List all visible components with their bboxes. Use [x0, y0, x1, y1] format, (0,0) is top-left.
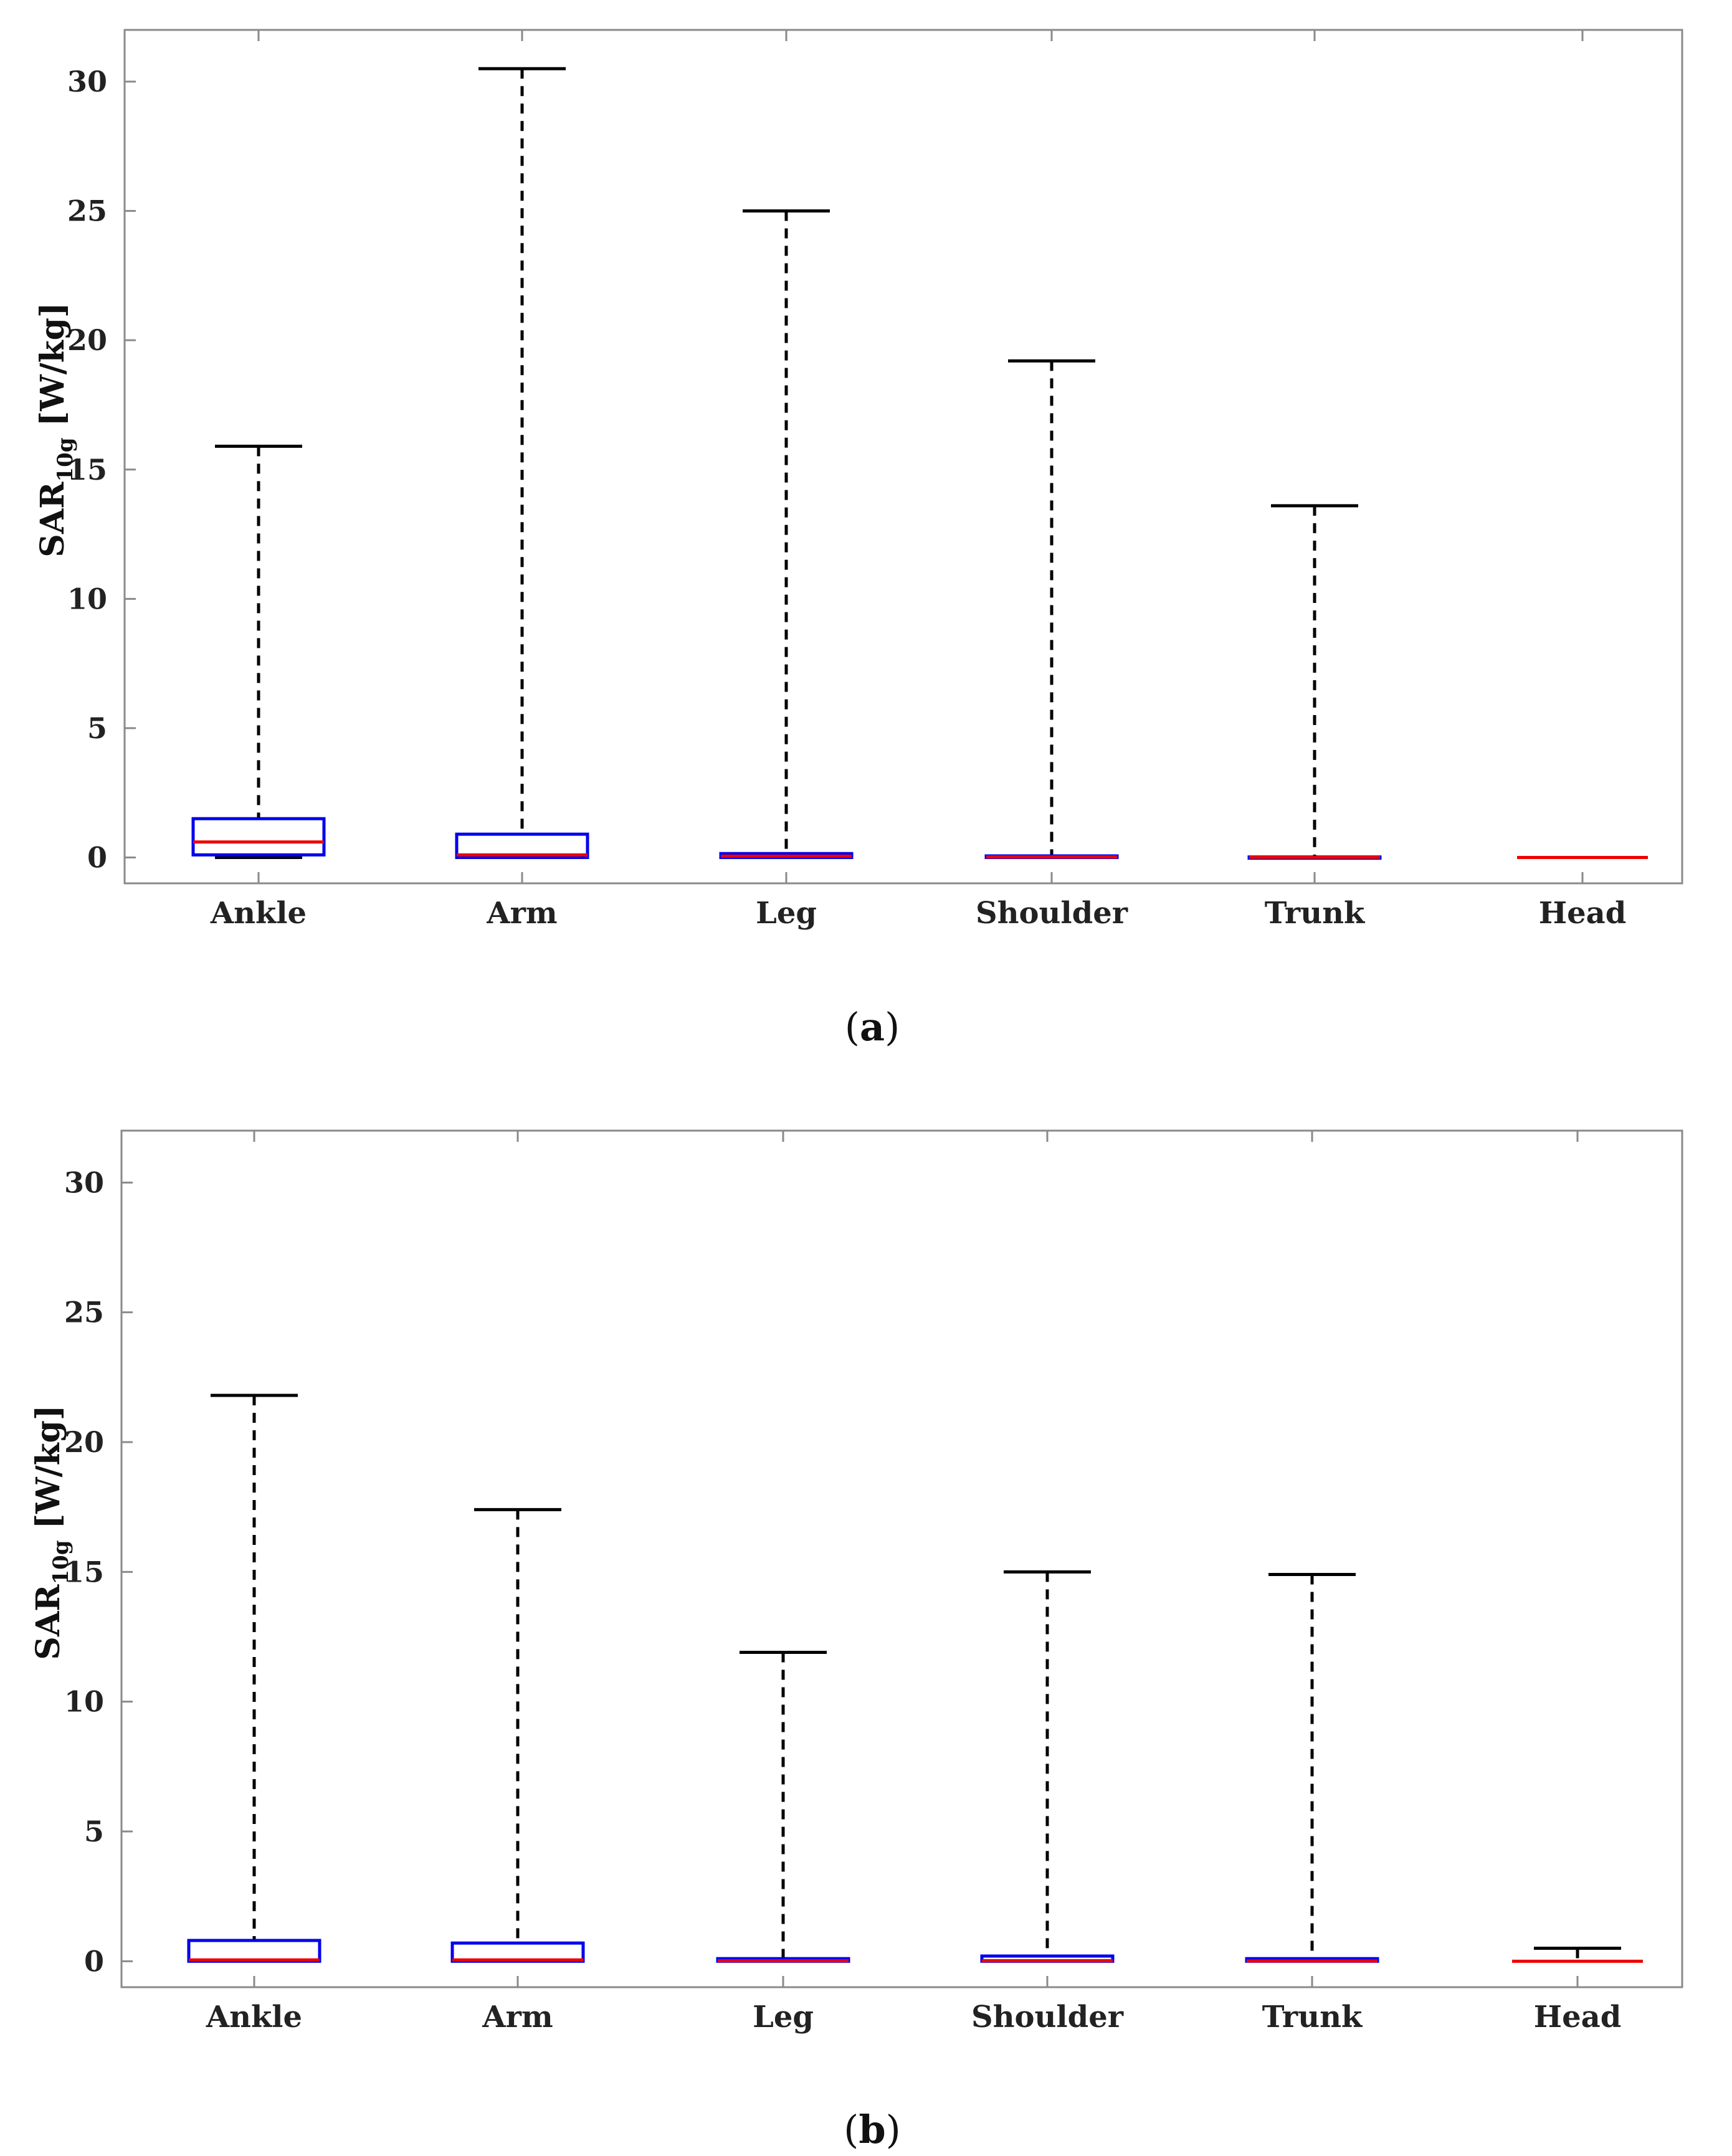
y-tick-label: 0	[87, 840, 107, 874]
y-tick-label: 20	[64, 1425, 104, 1459]
caption-close: )	[886, 2107, 901, 2152]
y-label-unit: [W/kg]	[34, 302, 72, 426]
boxplot-arm	[455, 67, 589, 859]
x-tick-label-head: Head	[1539, 896, 1627, 931]
x-tick-label-trunk: Trunk	[1265, 896, 1366, 931]
x-tick-label-ankle: Ankle	[206, 2000, 302, 2035]
boxplot-trunk	[1247, 504, 1382, 860]
x-tick-label-arm: Arm	[486, 896, 557, 931]
y-axis-label-b: SAR10g [W/kg]	[29, 1405, 74, 1660]
y-tick-label: 5	[84, 1815, 104, 1848]
x-tick-label-trunk: Trunk	[1262, 2000, 1363, 2035]
boxplot-leg	[716, 1651, 850, 1963]
y-tick-label: 15	[67, 453, 107, 487]
boxplot-ankle	[187, 1394, 321, 1963]
x-tick-label-leg: Leg	[756, 896, 817, 931]
x-tick-label-arm: Arm	[482, 2000, 553, 2035]
x-tick-labels-a: Ankle Arm Leg Shoulder Trunk Head	[210, 30, 1626, 931]
x-tick-label-head: Head	[1534, 2000, 1622, 2035]
caption-close: )	[885, 1004, 900, 1050]
iqr-box	[191, 817, 326, 857]
panel-caption-b: (b)	[844, 2107, 901, 2152]
y-tick-label: 15	[64, 1555, 104, 1589]
chart-panel-a: 0 5 10 15 20 25 30 Ankle Arm Leg Shoulder Trunk Hea…	[34, 29, 1683, 1050]
caption-letter: a	[860, 1004, 885, 1050]
boxplot-leg	[719, 209, 854, 859]
panel-caption-a: (a)	[845, 1004, 900, 1050]
y-tick-label: 0	[84, 1944, 104, 1978]
y-tick-label: 30	[67, 65, 107, 98]
y-tick-label: 30	[64, 1166, 104, 1199]
y-label-sub: 10g	[49, 1540, 74, 1584]
x-tick-label-ankle: Ankle	[210, 896, 307, 931]
boxplot-head	[1512, 1947, 1643, 1963]
box-marks-b	[187, 1394, 1643, 1963]
y-tick-label: 10	[67, 582, 107, 615]
y-axis-label-a: SAR10g [W/kg]	[34, 302, 78, 557]
y-tick-label: 25	[64, 1296, 104, 1329]
x-tick-label-leg: Leg	[753, 2000, 814, 2035]
boxplot-ankle	[191, 444, 326, 859]
y-tick-label: 25	[67, 194, 107, 228]
iqr-box	[455, 832, 589, 859]
chart-panel-b: 0 5 10 15 20 25 30 Ankle Arm Leg Shoulder Trunk Hea…	[29, 1129, 1683, 2152]
y-tick-label: 5	[87, 711, 107, 745]
y-label-main: SAR	[34, 482, 72, 558]
x-tick-labels-b: Ankle Arm Leg Shoulder Trunk Head	[206, 1131, 1621, 2035]
box-marks-a	[191, 67, 1648, 860]
iqr-box	[187, 1939, 321, 1963]
caption-letter: b	[859, 2107, 885, 2152]
y-label-sub: 10g	[53, 437, 78, 482]
boxplot-trunk	[1245, 1573, 1379, 1963]
boxplot-shoulder	[984, 359, 1119, 859]
x-tick-label-shoulder: Shoulder	[971, 2000, 1124, 2035]
x-tick-label-shoulder: Shoulder	[976, 896, 1128, 931]
y-label-main: SAR	[29, 1584, 67, 1660]
caption-open: (	[844, 2107, 859, 2152]
caption-open: (	[845, 1004, 860, 1050]
y-tick-label: 10	[64, 1685, 104, 1719]
y-label-unit: [W/kg]	[29, 1405, 67, 1529]
y-ticks-a: 0 5 10 15 20 25 30	[67, 65, 136, 874]
boxplot-shoulder	[980, 1570, 1115, 1963]
plot-frame-b	[120, 1129, 1683, 1988]
y-tick-label: 20	[67, 323, 107, 357]
boxplot-arm	[450, 1508, 585, 1963]
y-ticks-b: 0 5 10 15 20 25 30	[64, 1166, 133, 1978]
plot-frame-a	[123, 29, 1683, 885]
